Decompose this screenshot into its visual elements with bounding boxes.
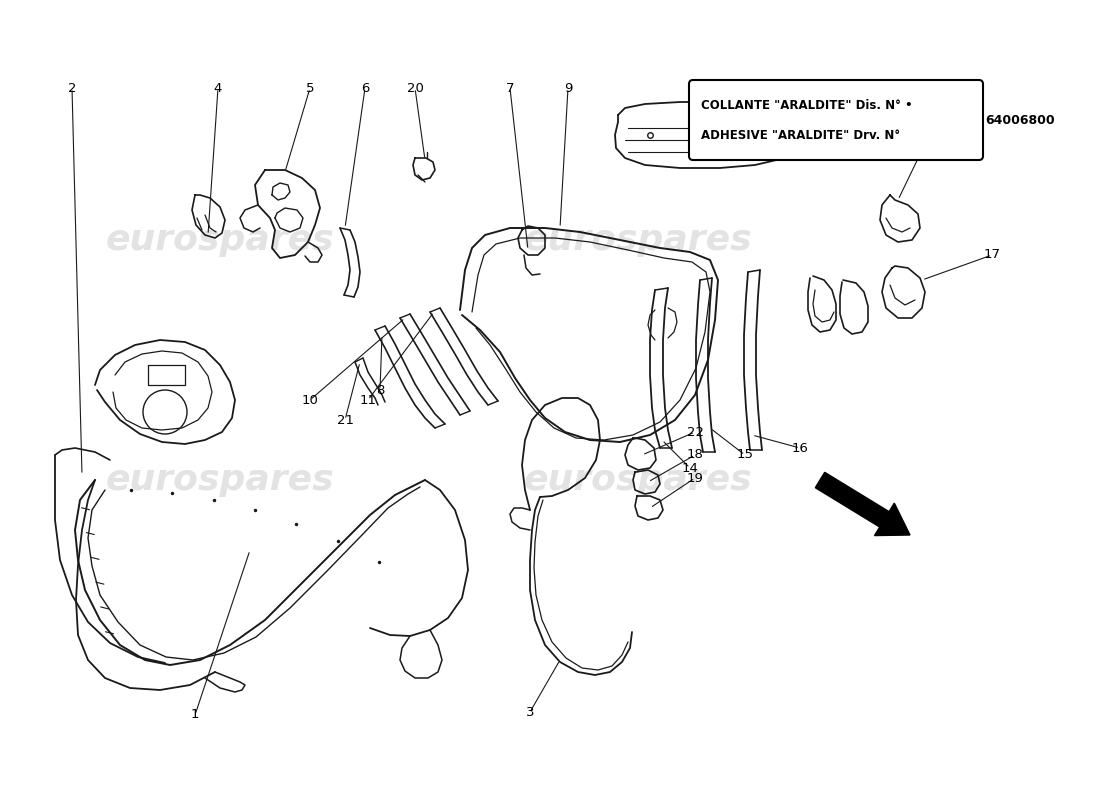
Text: 20: 20 (407, 82, 424, 94)
Text: 22: 22 (686, 426, 704, 438)
Text: 5: 5 (306, 82, 315, 94)
FancyBboxPatch shape (689, 80, 983, 160)
Text: ADHESIVE "ARALDITE" Drv. N°: ADHESIVE "ARALDITE" Drv. N° (701, 130, 900, 142)
Text: 19: 19 (686, 471, 703, 485)
Text: 2: 2 (68, 82, 76, 94)
Text: 3: 3 (526, 706, 535, 718)
Text: 16: 16 (792, 442, 808, 454)
Text: 1: 1 (190, 709, 199, 722)
Text: 10: 10 (301, 394, 318, 406)
Text: 6: 6 (361, 82, 370, 94)
Text: eurospares: eurospares (524, 223, 752, 257)
Text: 21: 21 (337, 414, 353, 426)
Text: 64006800: 64006800 (984, 114, 1055, 126)
Text: eurospares: eurospares (524, 463, 752, 497)
Text: 15: 15 (737, 449, 754, 462)
Text: 8: 8 (376, 383, 384, 397)
Text: eurospares: eurospares (106, 463, 334, 497)
Text: 4: 4 (213, 82, 222, 94)
Text: 17: 17 (983, 249, 1001, 262)
Text: 9: 9 (564, 82, 572, 94)
Text: 7: 7 (506, 82, 515, 94)
Text: 14: 14 (682, 462, 698, 474)
Text: 13: 13 (944, 82, 960, 94)
Text: 18: 18 (686, 449, 703, 462)
FancyArrow shape (815, 472, 910, 535)
Text: 12: 12 (702, 82, 718, 94)
Text: eurospares: eurospares (106, 223, 334, 257)
Text: 11: 11 (360, 394, 376, 406)
Text: COLLANTE "ARALDITE" Dis. N° •: COLLANTE "ARALDITE" Dis. N° • (701, 99, 913, 112)
